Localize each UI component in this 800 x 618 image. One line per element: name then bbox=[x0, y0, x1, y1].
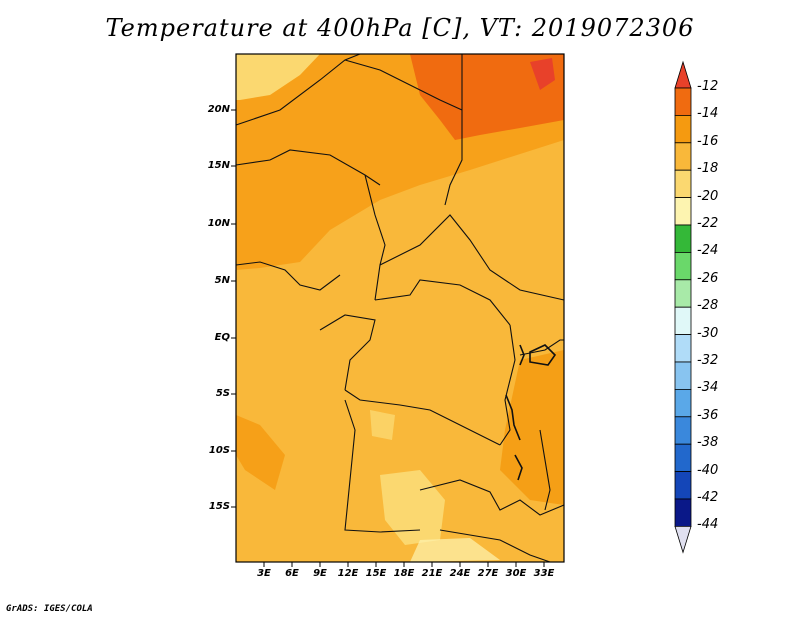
chart-title: Temperature at 400hPa [C], VT: 201907230… bbox=[105, 14, 695, 42]
colorbar-box bbox=[674, 224, 692, 253]
colorbar-box bbox=[674, 251, 692, 281]
colorbar-box bbox=[674, 498, 692, 527]
colorbar-bottom-triangle bbox=[674, 526, 692, 554]
lat-label-10n: 10N bbox=[207, 218, 230, 229]
temperature-map bbox=[231, 53, 565, 567]
lon-label-15e: 15E bbox=[365, 568, 387, 579]
lon-label-30e: 30E bbox=[505, 568, 527, 579]
colorbar bbox=[674, 60, 692, 554]
colorbar-box bbox=[674, 279, 692, 308]
colorbar-label: -18 bbox=[697, 161, 719, 177]
colorbar-label: -12 bbox=[697, 79, 719, 94]
lon-label-27e: 27E bbox=[477, 568, 499, 579]
colorbar-label: -34 bbox=[697, 380, 719, 396]
colorbar-box bbox=[674, 471, 692, 500]
lon-label-9e: 9E bbox=[313, 568, 327, 579]
colorbar-label: -40 bbox=[697, 462, 719, 478]
colorbar-box bbox=[674, 443, 692, 473]
colorbar-box bbox=[674, 115, 692, 144]
colorbar-label: -14 bbox=[697, 106, 719, 122]
lon-label-33e: 33E bbox=[533, 568, 555, 579]
colorbar-label: -32 bbox=[697, 353, 719, 368]
colorbar-label: -22 bbox=[697, 216, 719, 231]
colorbar-box bbox=[674, 416, 692, 445]
colorbar-box bbox=[674, 197, 692, 226]
footer-credit: GrADS: IGES/COLA bbox=[6, 604, 93, 614]
lon-label-6e: 6E bbox=[285, 568, 299, 579]
colorbar-label: -16 bbox=[697, 133, 719, 149]
colorbar-box bbox=[674, 306, 692, 336]
colorbar-label: -20 bbox=[697, 188, 719, 204]
colorbar-label: -42 bbox=[697, 490, 719, 505]
colorbar-label: -26 bbox=[697, 270, 719, 286]
lon-label-12e: 12E bbox=[337, 568, 359, 579]
lat-label-eq: EQ bbox=[214, 332, 230, 343]
lon-label-24e: 24E bbox=[449, 568, 471, 579]
lat-label-5s: 5S bbox=[215, 388, 230, 399]
lon-label-18e: 18E bbox=[393, 568, 415, 579]
colorbar-label: -30 bbox=[697, 325, 719, 341]
lon-label-3e: 3E bbox=[257, 568, 271, 579]
lat-label-20n: 20N bbox=[207, 104, 230, 115]
colorbar-label: -38 bbox=[697, 435, 719, 451]
lon-label-21e: 21E bbox=[421, 568, 443, 579]
lat-label-15n: 15N bbox=[207, 160, 230, 171]
lat-label-10s: 10S bbox=[208, 445, 230, 456]
colorbar-label: -36 bbox=[697, 407, 719, 423]
colorbar-box bbox=[674, 87, 692, 116]
colorbar-top-triangle bbox=[674, 60, 692, 89]
colorbar-box bbox=[674, 388, 692, 418]
colorbar-box bbox=[674, 142, 692, 171]
colorbar-box bbox=[674, 334, 692, 363]
lat-label-5n: 5N bbox=[214, 275, 230, 286]
colorbar-label: -24 bbox=[697, 243, 719, 259]
colorbar-box bbox=[674, 169, 692, 198]
colorbar-label: -44 bbox=[697, 517, 719, 533]
colorbar-label: -28 bbox=[697, 298, 719, 314]
colorbar-box bbox=[674, 361, 692, 390]
lat-label-15s: 15S bbox=[208, 501, 230, 512]
